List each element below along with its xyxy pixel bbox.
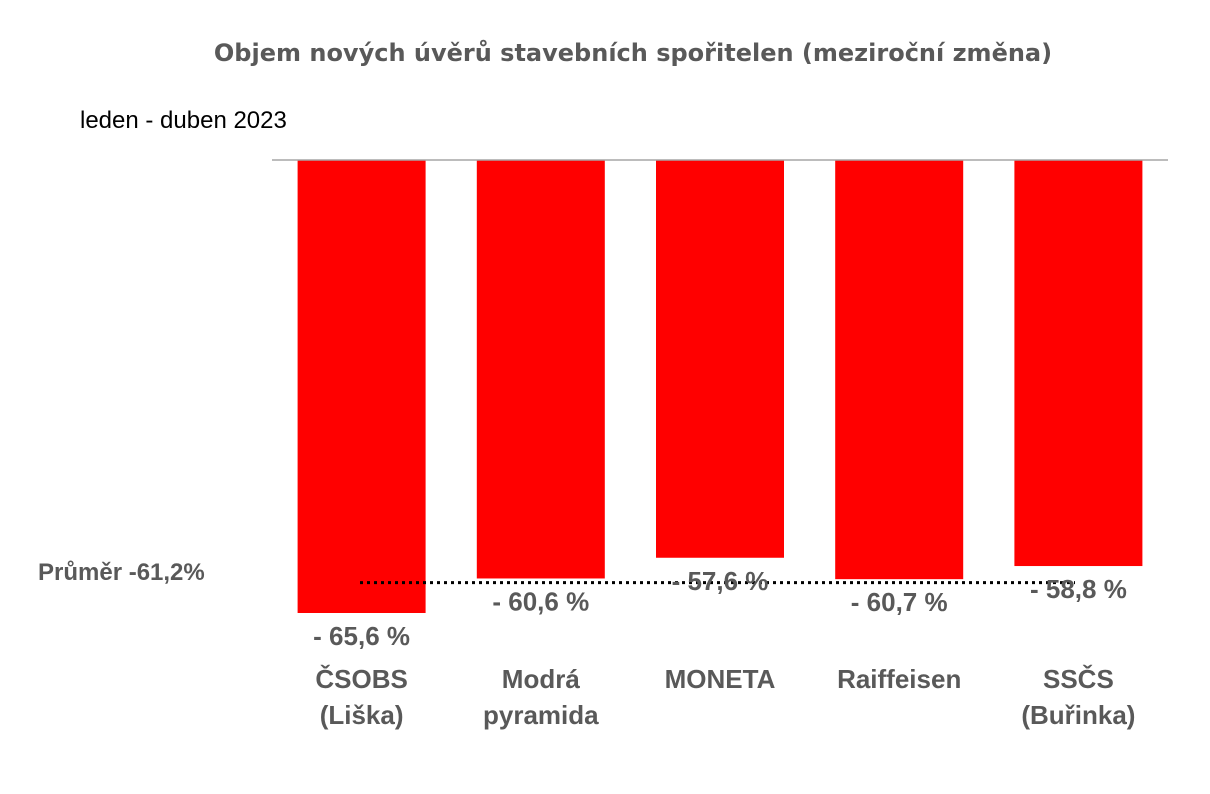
bar-1 (476, 160, 605, 579)
bar-0 (297, 160, 426, 613)
chart-subtitle: leden - duben 2023 (80, 107, 287, 134)
bar-3 (835, 160, 964, 580)
data-label-3: - 60,7 % (851, 587, 948, 617)
category-label-3-0: Raiffeisen (837, 664, 961, 694)
data-label-1: - 60,6 % (492, 586, 589, 616)
bar-4 (1014, 160, 1143, 567)
category-label-2-0: MONETA (665, 664, 776, 694)
chart-title: Objem nových úvěrů stavebních spořitelen… (214, 39, 1052, 67)
average-label: Průměr -61,2% (38, 559, 205, 586)
category-label-1-0: Modrá (502, 664, 581, 694)
data-label-0: - 65,6 % (313, 621, 410, 651)
bars (297, 160, 1143, 613)
labels: - 65,6 % ČSOBS (Liška) - 60,6 % Modrá pyramid… (313, 566, 1135, 730)
category-label-4-1: (Buřinka) (1021, 700, 1135, 730)
category-label-1-1: pyramida (483, 700, 599, 730)
category-label-0-0: ČSOBS (315, 664, 407, 694)
data-label-4: - 58,8 % (1030, 574, 1127, 604)
category-label-0-1: (Liška) (320, 700, 404, 730)
data-label-2: - 57,6 % (672, 566, 769, 596)
bar-2 (656, 160, 784, 558)
category-label-4-0: SSČS (1043, 664, 1114, 694)
